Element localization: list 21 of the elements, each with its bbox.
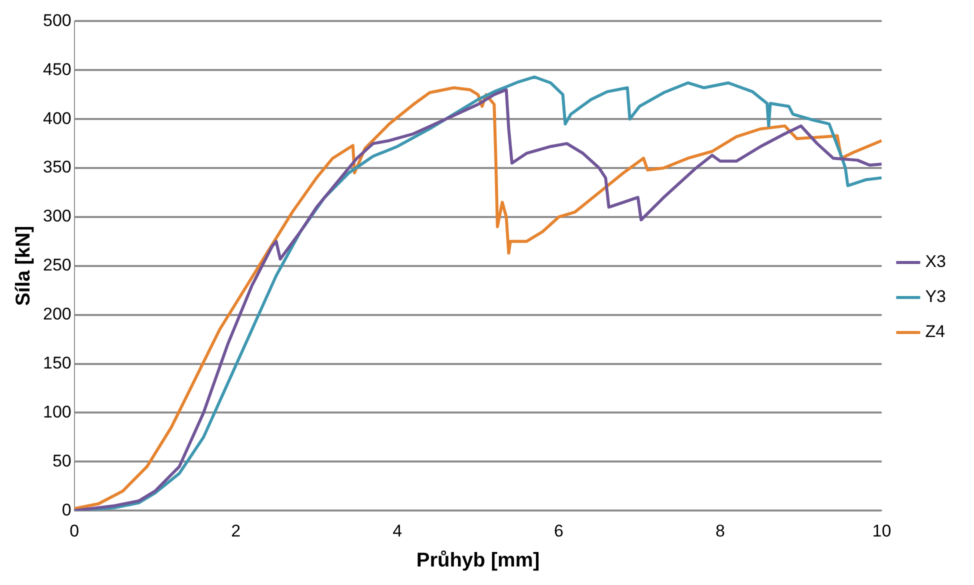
legend-label: Z4: [925, 322, 946, 342]
y-tick-label: 250: [42, 256, 72, 275]
y-tick-label: 450: [42, 60, 72, 79]
x-tick-label: 6: [554, 521, 564, 540]
y-tick-label: 400: [42, 108, 72, 128]
y-tick-label: 350: [42, 158, 72, 177]
legend-label: Y3: [925, 287, 946, 306]
y-tick-label: 50: [52, 451, 72, 470]
x-tick-label: 8: [716, 521, 725, 540]
x-tick-label: 10: [872, 521, 892, 540]
x-axis-title: Průhyb [mm]: [416, 550, 540, 572]
y-tick-label: 150: [42, 353, 72, 372]
y-tick-label: 100: [42, 402, 72, 422]
x-tick-label: 4: [392, 521, 402, 540]
y-tick-label: 0: [62, 500, 72, 520]
y-tick-label: 200: [42, 304, 72, 324]
y-tick-label: 500: [42, 10, 72, 30]
y-axis-title: Síla [kN]: [12, 226, 35, 306]
y-tick-label: 300: [42, 206, 72, 226]
legend-label: X3: [925, 252, 946, 272]
x-tick-label: 2: [231, 521, 241, 540]
